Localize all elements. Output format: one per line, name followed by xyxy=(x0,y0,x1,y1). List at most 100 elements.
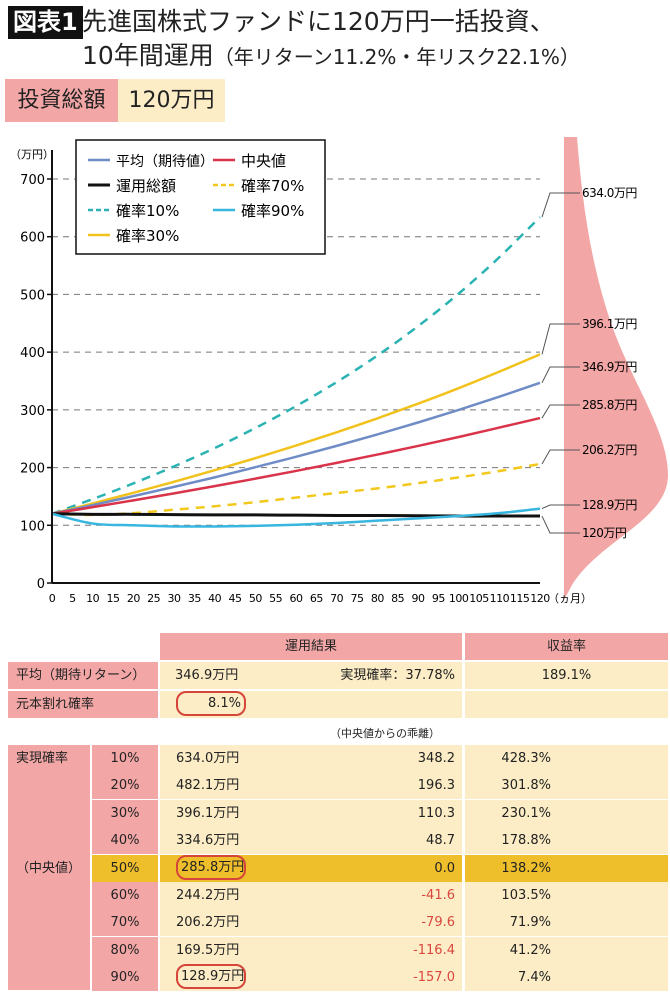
header-result: 運用結果 xyxy=(160,633,462,660)
leader-line xyxy=(541,323,580,355)
row-percent: 30% xyxy=(92,800,158,827)
row-result-bg xyxy=(160,745,462,772)
legend-label: 確率70% xyxy=(241,177,304,195)
row-result-bg xyxy=(160,855,462,882)
x-tick-label: 30 xyxy=(168,592,181,605)
y-tick-label: 600 xyxy=(20,231,45,246)
row-return: 301.8% xyxy=(465,772,668,799)
row-return: 138.2% xyxy=(465,855,668,882)
row-deviation: 110.3 xyxy=(417,806,455,821)
row-percent: 70% xyxy=(92,909,158,936)
x-tick-label: 0 xyxy=(49,592,56,605)
row-result-bg xyxy=(160,772,462,799)
end-value-label: 206.2万円 xyxy=(582,443,637,457)
investment-value: 120万円 xyxy=(118,79,225,122)
y-tick-label: 700 xyxy=(20,173,45,188)
x-tick-label: 50 xyxy=(249,592,262,605)
x-tick-label: 70 xyxy=(330,592,343,605)
row-value: 396.1万円 xyxy=(176,806,240,821)
deviation-note: （中央値からの乖離） xyxy=(330,727,440,740)
legend-label: 確率10% xyxy=(116,202,179,220)
row-result-bg xyxy=(160,882,462,909)
end-value-label: 396.1万円 xyxy=(582,317,637,331)
end-value-label: 285.8万円 xyxy=(582,398,637,412)
row-result-bg xyxy=(160,964,462,991)
x-tick-label: 75 xyxy=(351,592,364,605)
figure-label: 図表1 xyxy=(8,6,83,39)
y-tick-label: 300 xyxy=(20,404,45,419)
y-tick-label: 200 xyxy=(20,462,45,477)
leader-line xyxy=(541,366,580,384)
row-return: 7.4% xyxy=(465,964,668,991)
x-tick-label: 25 xyxy=(147,592,160,605)
group-label: 実現確率 xyxy=(16,751,69,766)
x-tick-label: 40 xyxy=(208,592,221,605)
row-return: 178.8% xyxy=(465,827,668,854)
row-percent: 10% xyxy=(92,745,158,772)
x-tick-label: 45 xyxy=(229,592,242,605)
row-percent: 20% xyxy=(92,772,158,799)
x-tick-label: 85 xyxy=(391,592,404,605)
legend-label: 中央値 xyxy=(241,152,286,170)
row-percent: 80% xyxy=(92,937,158,964)
loss-bg xyxy=(160,691,462,718)
row-value: 634.0万円 xyxy=(176,751,240,766)
row-value: 169.5万円 xyxy=(176,943,240,958)
group-label-bg xyxy=(8,745,90,990)
x-tick-label: 55 xyxy=(269,592,282,605)
x-tick-label: 110 xyxy=(490,592,510,605)
header-return: 収益率 xyxy=(465,633,668,660)
x-tick-label: 80 xyxy=(371,592,384,605)
row-deviation: 348.2 xyxy=(417,751,455,766)
mean-result-bg xyxy=(160,662,462,689)
title-line-2: 10年間運用（年リターン11.2%・年リスク22.1%） xyxy=(82,38,580,75)
row-value: 334.6万円 xyxy=(176,833,240,848)
x-tick-label: 35 xyxy=(188,592,201,605)
row-deviation: -157.0 xyxy=(413,970,455,985)
loss-label: 元本割れ確率 xyxy=(8,691,158,718)
row-percent: 90% xyxy=(92,964,158,991)
title-main: 10年間運用 xyxy=(82,41,214,70)
y-tick-label: 400 xyxy=(20,346,45,361)
row-percent: 60% xyxy=(92,882,158,909)
leader-line xyxy=(541,192,580,218)
row-deviation: -41.6 xyxy=(421,888,455,903)
x-tick-label: 15 xyxy=(107,592,120,605)
row-return: 428.3% xyxy=(465,745,668,772)
y-tick-label: 500 xyxy=(20,288,45,303)
mean-return: 189.1% xyxy=(465,662,668,689)
row-value: 285.8万円 xyxy=(176,855,246,880)
series-line xyxy=(51,353,541,515)
y-axis-unit: （万円） xyxy=(10,148,54,161)
end-value-label: 346.9万円 xyxy=(582,360,637,374)
row-percent: 50% xyxy=(92,855,158,882)
legend-label: 運用総額 xyxy=(116,177,176,195)
row-deviation: -79.6 xyxy=(421,915,455,930)
title-subtitle: （年リターン11.2%・年リスク22.1%） xyxy=(213,45,580,69)
x-tick-label: 20 xyxy=(127,592,140,605)
x-tick-label: 10 xyxy=(86,592,99,605)
series-line xyxy=(51,216,541,515)
row-return: 71.9% xyxy=(465,909,668,936)
row-value: 244.2万円 xyxy=(176,888,240,903)
legend-label: 平均（期待値） xyxy=(116,154,214,170)
x-tick-label: 100 xyxy=(449,592,469,605)
median-label: （中央値） xyxy=(16,861,82,876)
row-value: 206.2万円 xyxy=(176,915,240,930)
series-line xyxy=(51,381,541,515)
distribution-shape xyxy=(564,137,668,600)
row-result-bg xyxy=(160,909,462,936)
row-return: 103.5% xyxy=(465,882,668,909)
row-deviation: 48.7 xyxy=(426,833,455,848)
row-deviation: -116.4 xyxy=(413,943,455,958)
mean-label: 平均（期待リターン） xyxy=(8,662,158,689)
end-value-label: 634.0万円 xyxy=(582,186,637,200)
legend-label: 確率30% xyxy=(116,227,179,245)
title-line-1: 先進国株式ファンドに120万円一括投資、 xyxy=(82,7,555,36)
x-tick-label: 115 xyxy=(510,592,530,605)
row-result-bg xyxy=(160,800,462,827)
leader-line xyxy=(541,449,580,465)
row-value: 482.1万円 xyxy=(176,778,240,793)
x-axis-unit: （ヵ月） xyxy=(548,592,592,605)
